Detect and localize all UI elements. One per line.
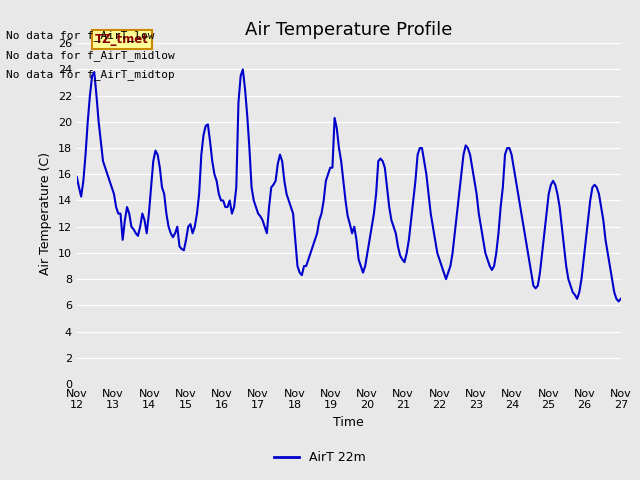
Legend: AirT 22m: AirT 22m: [269, 446, 371, 469]
X-axis label: Time: Time: [333, 416, 364, 429]
Title: Air Temperature Profile: Air Temperature Profile: [245, 21, 452, 39]
Y-axis label: Air Temperature (C): Air Temperature (C): [39, 152, 52, 275]
Text: No data for f_AirT_low: No data for f_AirT_low: [6, 30, 155, 41]
Text: TZ_tmet: TZ_tmet: [95, 33, 149, 46]
Text: No data for f_AirT_midtop: No data for f_AirT_midtop: [6, 69, 175, 80]
Text: No data for f_AirT_midlow: No data for f_AirT_midlow: [6, 49, 175, 60]
